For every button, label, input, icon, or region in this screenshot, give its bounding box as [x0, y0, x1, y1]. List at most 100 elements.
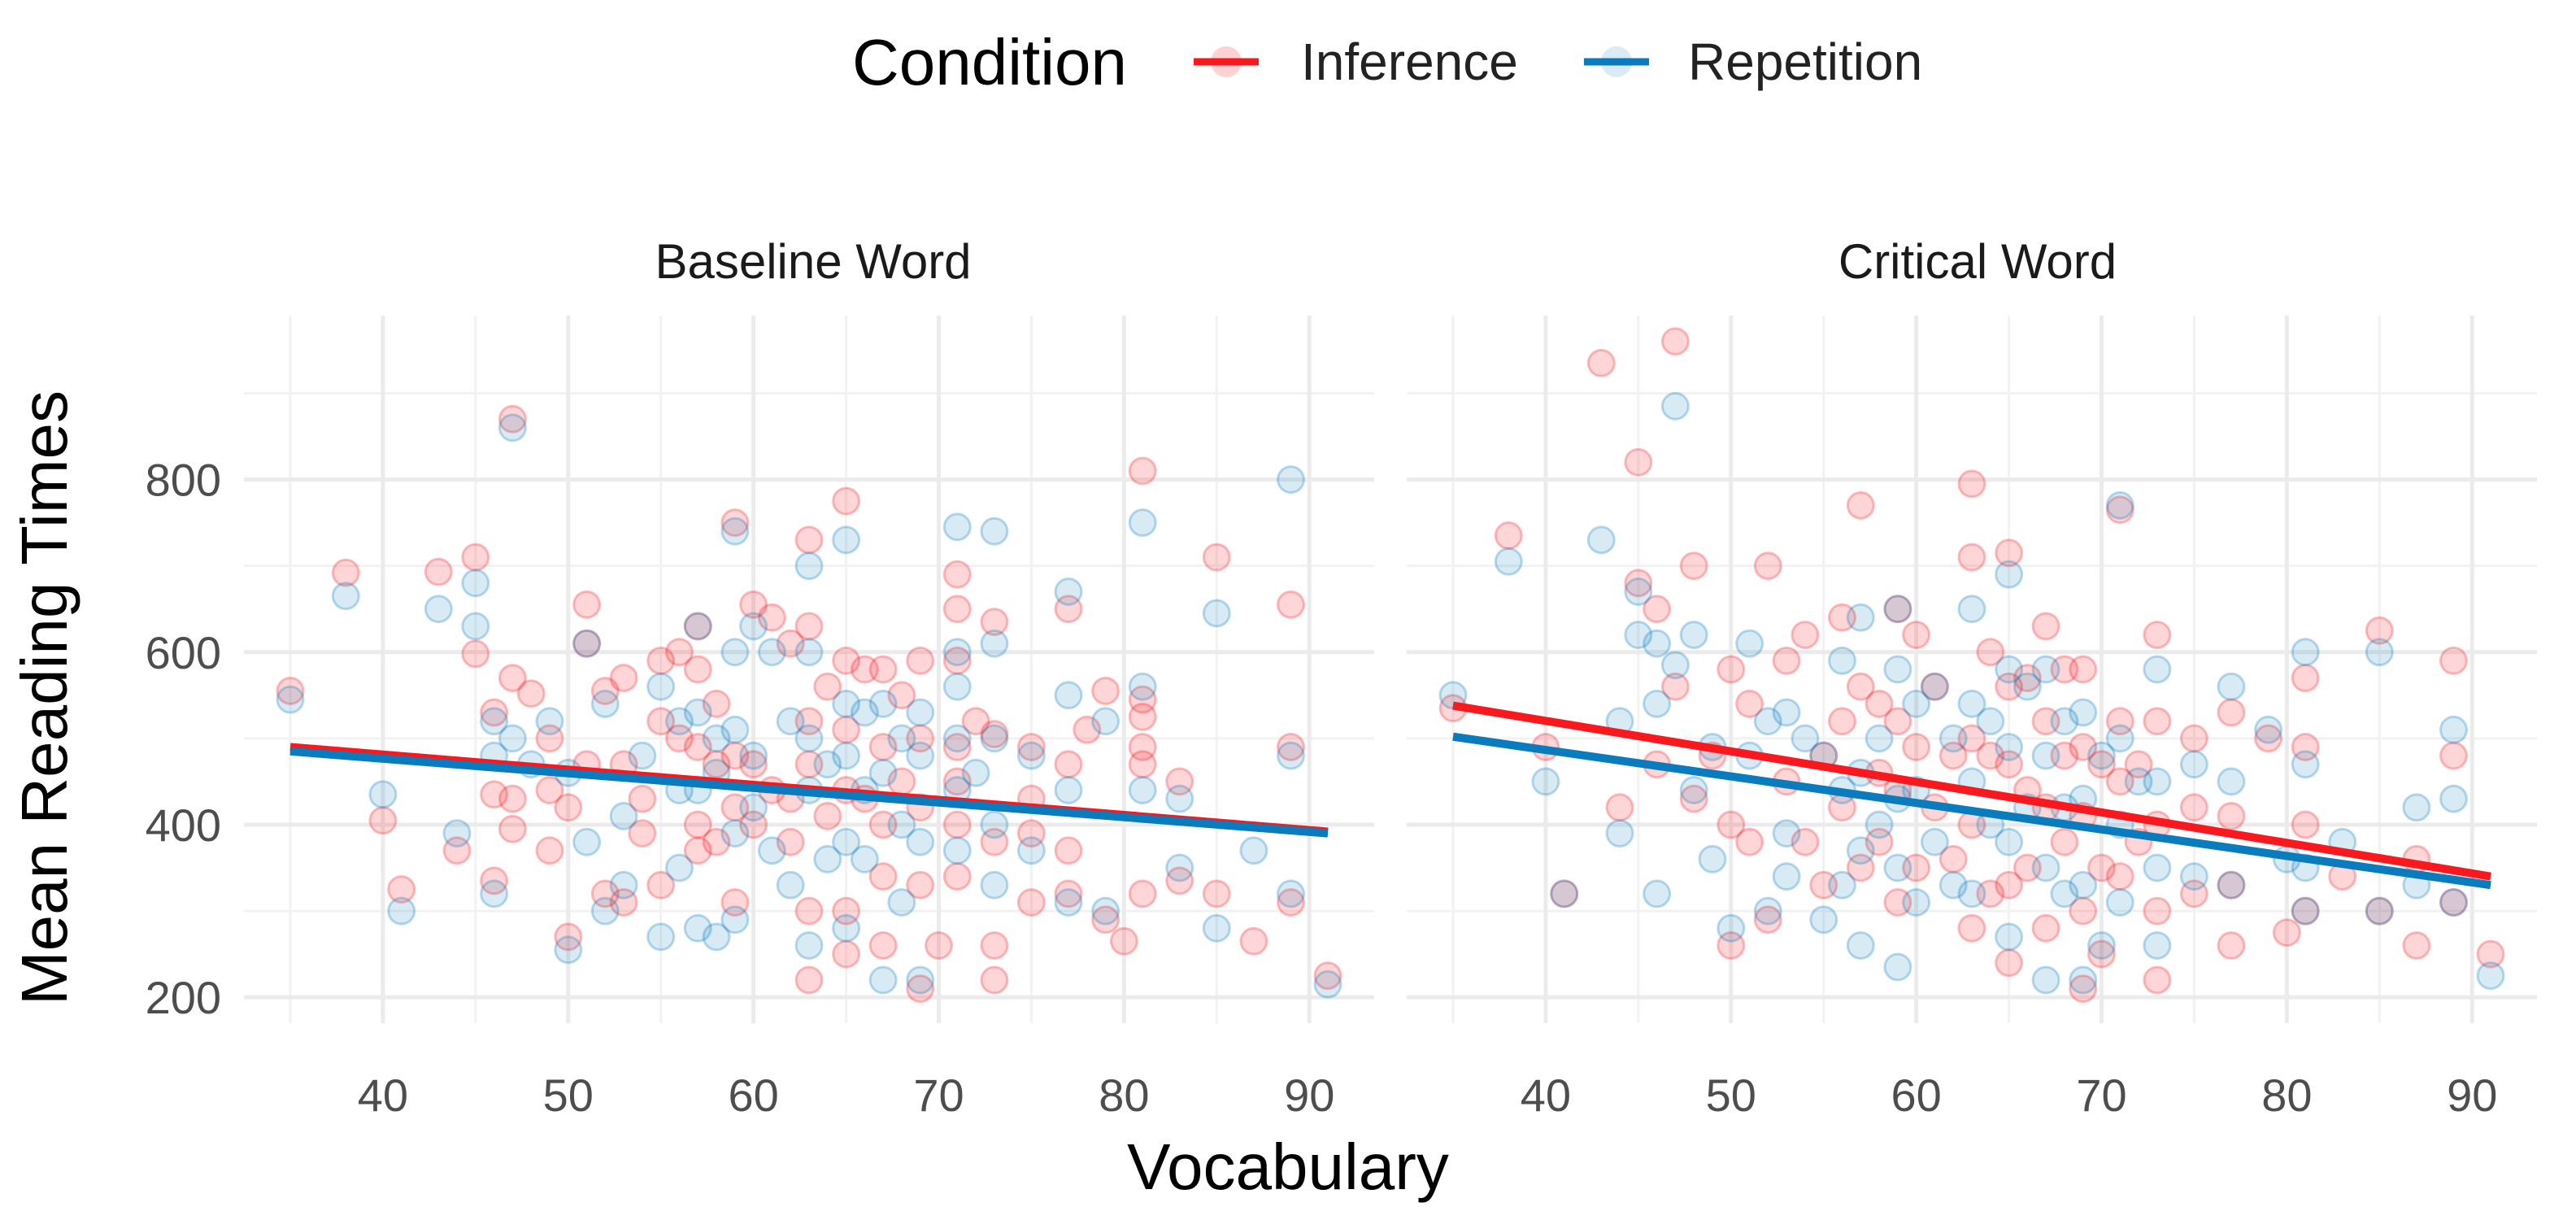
- data-point-inference: [1846, 490, 1875, 520]
- data-point-repetition: [2087, 931, 2116, 960]
- data-point-inference: [2105, 707, 2134, 736]
- data-point-inference: [720, 793, 750, 822]
- data-point-repetition: [1846, 931, 1875, 960]
- data-point-repetition: [461, 612, 490, 641]
- data-point-repetition: [739, 793, 768, 822]
- data-point-repetition: [461, 569, 490, 598]
- data-point-inference: [925, 931, 953, 960]
- data-point-inference: [628, 819, 657, 848]
- data-point-repetition: [1920, 827, 1949, 856]
- data-point-inference: [1679, 551, 1708, 581]
- data-point-repetition: [2069, 698, 2098, 727]
- data-point-inference: [739, 750, 768, 779]
- data-point-inference: [442, 836, 472, 865]
- data-point-inference: [2402, 931, 2431, 960]
- data-point-repetition: [368, 780, 398, 809]
- data-point-repetition: [590, 896, 620, 926]
- data-point-repetition: [2050, 879, 2079, 908]
- data-point-inference: [776, 827, 805, 856]
- data-point-repetition: [1091, 896, 1120, 926]
- data-point-repetition: [2031, 741, 2060, 770]
- data-point-repetition: [2087, 741, 2116, 770]
- data-point-repetition: [942, 638, 972, 667]
- data-point-repetition: [1277, 465, 1305, 495]
- data-point-inference: [665, 724, 694, 753]
- data-point-inference: [1791, 621, 1820, 650]
- data-point-inference: [590, 677, 620, 705]
- data-point-inference: [1883, 707, 1912, 736]
- data-point-inference: [554, 793, 583, 822]
- data-point-repetition: [794, 931, 824, 960]
- data-point-repetition: [1846, 603, 1875, 632]
- data-point-inference: [572, 629, 602, 658]
- data-point-inference: [2272, 918, 2301, 948]
- data-point-repetition: [1313, 969, 1342, 999]
- data-point-repetition: [665, 853, 694, 882]
- data-point-repetition: [2291, 896, 2320, 926]
- data-point-inference: [868, 931, 898, 960]
- data-point-repetition: [2439, 715, 2468, 744]
- data-point-inference: [1128, 733, 1157, 761]
- data-point-repetition: [646, 922, 676, 952]
- data-point-repetition: [331, 582, 360, 611]
- data-point-inference: [1643, 595, 1672, 624]
- data-point-inference: [424, 557, 453, 586]
- data-point-repetition: [1995, 560, 2024, 589]
- data-point-inference: [2476, 939, 2505, 969]
- data-point-repetition: [2143, 853, 2172, 882]
- data-point-repetition: [1865, 810, 1894, 839]
- data-point-repetition: [2476, 961, 2505, 991]
- data-point-repetition: [498, 724, 527, 753]
- data-point-repetition: [1643, 879, 1672, 908]
- legend-key-point-repetition: [1601, 46, 1632, 77]
- data-point-repetition: [887, 888, 916, 917]
- data-point-inference: [887, 681, 916, 710]
- data-point-inference: [980, 827, 1009, 856]
- data-point-inference: [1494, 521, 1523, 550]
- data-point-inference: [554, 922, 583, 952]
- x-axis-ticks-baseline: 40 50 60 70 80 90: [358, 1070, 1335, 1121]
- data-point-inference: [1016, 733, 1046, 761]
- data-point-inference: [2105, 495, 2134, 525]
- data-point-inference: [2143, 707, 2172, 736]
- data-point-inference: [516, 679, 546, 708]
- data-point-inference: [1828, 603, 1856, 632]
- data-point-inference: [757, 603, 786, 632]
- data-point-repetition: [942, 724, 972, 753]
- data-point-inference: [1277, 590, 1305, 619]
- data-point-inference: [331, 558, 360, 587]
- data-point-repetition: [2365, 638, 2394, 667]
- data-point-repetition: [850, 698, 879, 727]
- data-point-repetition: [2031, 655, 2060, 684]
- data-point-repetition: [1957, 595, 1986, 624]
- y-axis-title: Mean Reading Times: [8, 390, 80, 1005]
- data-point-repetition: [1883, 952, 1912, 982]
- data-point-repetition: [1624, 577, 1653, 606]
- data-point-repetition: [1128, 776, 1157, 804]
- data-point-repetition: [572, 827, 602, 856]
- data-point-inference: [702, 689, 731, 718]
- data-point-repetition: [2031, 965, 2060, 995]
- data-point-repetition: [942, 512, 972, 542]
- data-point-inference: [776, 629, 805, 658]
- data-point-repetition: [794, 724, 824, 753]
- data-point-inference: [832, 486, 861, 516]
- data-point-inference: [1054, 836, 1083, 865]
- data-point-inference: [1128, 750, 1157, 779]
- data-point-inference: [720, 888, 750, 917]
- data-point-repetition: [1165, 784, 1194, 813]
- data-point-repetition: [1605, 819, 1634, 848]
- data-point-inference: [794, 896, 824, 926]
- data-point-repetition: [720, 516, 750, 546]
- data-point-repetition: [906, 698, 935, 727]
- data-point-inference: [1128, 702, 1157, 731]
- data-point-repetition: [1883, 595, 1912, 624]
- panel-critical-word: [1407, 316, 2537, 1023]
- data-point-inference: [942, 810, 972, 839]
- x-axis-ticks-critical: 40 50 60 70 80 90: [1521, 1070, 2498, 1121]
- data-point-repetition: [2105, 724, 2134, 753]
- data-point-inference: [1957, 724, 1986, 753]
- data-point-inference: [1957, 913, 1986, 943]
- data-point-inference: [1939, 844, 1968, 874]
- data-point-repetition: [2217, 767, 2246, 796]
